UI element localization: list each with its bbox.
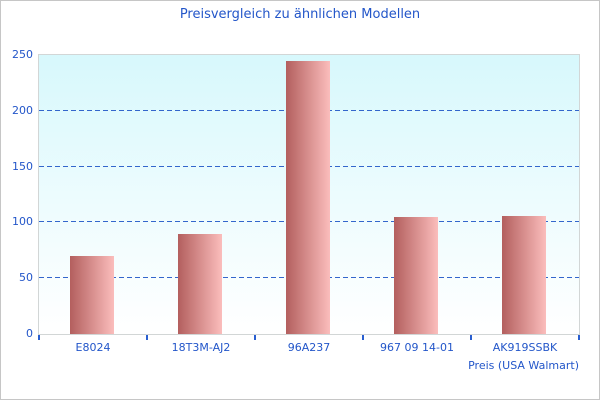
x-axis-tick bbox=[470, 335, 472, 340]
plot-area bbox=[38, 54, 580, 335]
x-tick-label-E8024: E8024 bbox=[75, 341, 111, 354]
x-tick-label-967 09 14-01: 967 09 14-01 bbox=[380, 341, 454, 354]
x-axis-tick bbox=[38, 335, 40, 340]
x-tick-label-AK919SSBK: AK919SSBK bbox=[492, 341, 558, 354]
x-axis-tick bbox=[578, 335, 580, 340]
x-axis-tick bbox=[254, 335, 256, 340]
y-tick-label-50: 50 bbox=[19, 271, 33, 285]
bar-E8024 bbox=[70, 256, 114, 334]
x-tick-label-18T3M-AJ2: 18T3M-AJ2 bbox=[171, 341, 231, 354]
bar-967 09 14-01 bbox=[394, 217, 438, 334]
x-tick-label-96A237: 96A237 bbox=[287, 341, 331, 354]
y-tick-label-150: 150 bbox=[12, 159, 33, 173]
x-axis-tick bbox=[146, 335, 148, 340]
y-tick-label-100: 100 bbox=[12, 215, 33, 229]
y-tick-label-200: 200 bbox=[12, 103, 33, 117]
x-axis-tick bbox=[362, 335, 364, 340]
y-tick-label-0: 0 bbox=[26, 327, 33, 340]
bar-AK919SSBK bbox=[502, 216, 546, 334]
x-axis-title: Preis (USA Walmart) bbox=[468, 359, 579, 372]
chart-title: Preisvergleich zu ähnlichen Modellen bbox=[179, 7, 421, 22]
bar-18T3M-AJ2 bbox=[178, 234, 222, 334]
bar-96A237 bbox=[286, 61, 330, 334]
y-tick-label-250: 250 bbox=[12, 48, 33, 61]
